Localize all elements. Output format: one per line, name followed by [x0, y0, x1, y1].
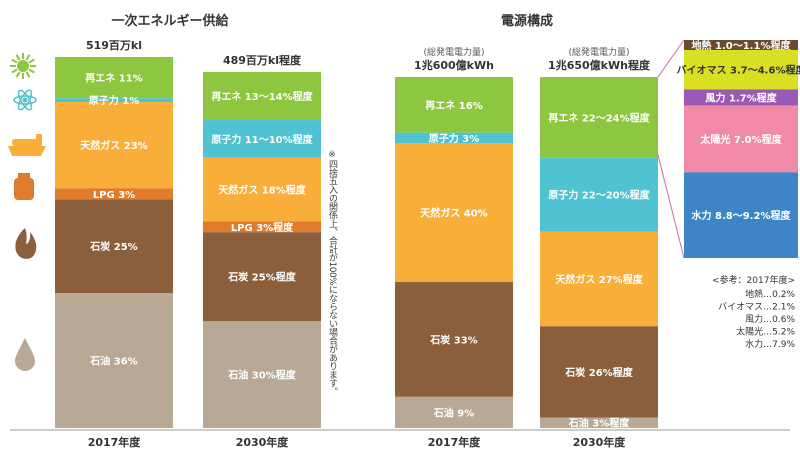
segment-label-gas: 天然ガス 40%: [420, 207, 487, 220]
bar-segment-oil: [395, 396, 513, 428]
bar-segment-renewable: [203, 72, 321, 121]
bar-segment-oil: [540, 417, 658, 428]
connector-line: [657, 154, 685, 259]
bar-segment-oil: [55, 293, 173, 428]
bar-total: 1兆650億kWh程度: [548, 58, 651, 72]
bar-segment-gas: [55, 101, 173, 189]
bar-segment-nuclear: [55, 98, 173, 102]
segment-label-lpg: LPG 3%: [93, 190, 135, 201]
reference-item: 水力…7.9%: [745, 338, 795, 350]
bar-total: 489百万kl程度: [223, 53, 302, 67]
segment-label-renewable: 再エネ 11%: [85, 73, 142, 85]
year-label: 2030年度: [573, 435, 627, 449]
reference-item: 太陽光…5.2%: [736, 326, 795, 338]
reference-title: <参考：2017年度>: [712, 274, 795, 286]
segment-label-coal: 石炭 25%: [89, 240, 137, 253]
primary-energy-title: 一次エネルギー供給: [111, 13, 229, 29]
segment-label-renewable: 再エネ 13～14%程度: [211, 90, 313, 103]
bar-segment-nuclear: [540, 157, 658, 232]
breakdown-label-hydro: 水力 8.8～9.2%程度: [691, 209, 792, 222]
segment-label-gas: 天然ガス 18%程度: [218, 183, 306, 196]
year-label: 2030年度: [236, 435, 290, 449]
year-label: 2017年度: [428, 435, 482, 449]
flame-icon: [15, 228, 37, 259]
segment-label-oil: 石油 3%程度: [568, 417, 630, 430]
segment-label-nuclear: 原子力 3%: [429, 132, 479, 145]
bar-segment-gas: [203, 157, 321, 222]
segment-label-lpg: LPG 3%程度: [231, 221, 294, 234]
segment-label-nuclear: 原子力 1%: [89, 94, 139, 107]
lpg-cylinder-icon: [14, 173, 34, 200]
power-mix-title: 電源構成: [501, 13, 553, 29]
segment-label-oil: 石油 30%程度: [227, 369, 296, 382]
total-caption: (総発電電力量): [568, 46, 629, 58]
oil-drop-icon: [15, 338, 35, 371]
bar-segment-coal: [203, 232, 321, 322]
breakdown-label-solar: 太陽光 7.0%程度: [699, 133, 782, 146]
bar-segment-coal: [395, 282, 513, 397]
bar-total: 519百万kl: [86, 39, 142, 52]
reference-item: バイオマス…2.1%: [718, 302, 795, 313]
bar-segment-coal: [55, 199, 173, 294]
segment-label-coal: 石炭 25%程度: [227, 271, 296, 284]
breakdown-segment-wind: [684, 89, 798, 106]
bar-segment-coal: [540, 326, 658, 418]
bar-total: 1兆600億kWh: [414, 58, 494, 72]
rounding-note: ※四捨五入の関係上、合計が100%にならない場合があります。: [327, 150, 337, 396]
breakdown-segment-biomass: [684, 49, 798, 90]
bar-segment-gas: [395, 143, 513, 283]
connector-line: [657, 39, 685, 78]
segment-label-oil: 石油 36%: [89, 355, 137, 368]
breakdown-label-wind: 風力 1.7%程度: [705, 92, 777, 105]
segment-label-gas: 天然ガス 23%: [80, 139, 147, 152]
segment-label-coal: 石炭 33%: [429, 333, 477, 346]
segment-label-nuclear: 原子力 11～10%程度: [211, 133, 313, 146]
lng-tanker-icon: [8, 134, 46, 156]
segment-label-oil: 石油 9%: [433, 406, 474, 419]
bar-segment-lpg: [55, 188, 173, 200]
segment-label-renewable: 再エネ 22～24%程度: [548, 111, 650, 124]
bar-segment-renewable: [540, 77, 658, 158]
bar-segment-oil: [203, 321, 321, 428]
breakdown-segment-hydro: [684, 172, 798, 258]
total-caption: (総発電電力量): [423, 46, 484, 58]
breakdown-label-geothermal: 地熱 1.0～1.1%程度: [692, 39, 792, 52]
bar-segment-renewable: [395, 77, 513, 133]
bar-segment-renewable: [55, 57, 173, 99]
breakdown-segment-solar: [684, 105, 798, 173]
segment-label-coal: 石炭 26%程度: [564, 366, 633, 379]
reference-item: 風力…0.6%: [745, 313, 795, 325]
segment-label-renewable: 再エネ 16%: [425, 100, 482, 112]
bar-segment-nuclear: [395, 132, 513, 144]
reference-item: 地熱…0.2%: [745, 288, 795, 300]
segment-label-gas: 天然ガス 27%程度: [555, 273, 643, 286]
sun-icon: [10, 53, 36, 79]
bar-segment-lpg: [203, 221, 321, 233]
year-label: 2017年度: [88, 435, 142, 449]
breakdown-label-biomass: バイオマス 3.7～4.6%程度: [677, 64, 800, 77]
breakdown-segment-geothermal: [684, 40, 798, 50]
atom-icon: [13, 89, 37, 111]
bar-segment-nuclear: [203, 120, 321, 158]
segment-label-nuclear: 原子力 22～20%程度: [548, 189, 650, 202]
bar-segment-gas: [540, 231, 658, 327]
